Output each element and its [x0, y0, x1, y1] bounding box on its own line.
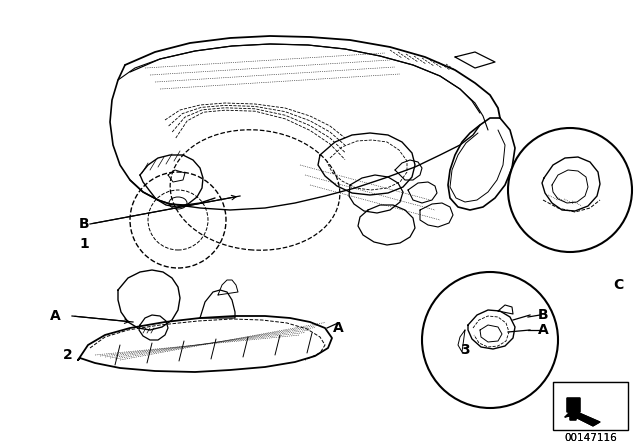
- Text: 00147116: 00147116: [564, 433, 618, 443]
- Text: A: A: [333, 321, 344, 335]
- Text: 3: 3: [460, 343, 470, 357]
- Text: 1: 1: [79, 237, 89, 251]
- Text: 00147116: 00147116: [564, 433, 618, 443]
- Text: B: B: [538, 308, 548, 322]
- Text: B: B: [79, 217, 90, 231]
- Text: A: A: [50, 309, 60, 323]
- Circle shape: [422, 272, 558, 408]
- Bar: [553, 382, 628, 430]
- Polygon shape: [565, 398, 600, 426]
- Text: 2: 2: [63, 348, 73, 362]
- Circle shape: [508, 128, 632, 252]
- Text: A: A: [538, 323, 548, 337]
- Text: C: C: [613, 278, 623, 292]
